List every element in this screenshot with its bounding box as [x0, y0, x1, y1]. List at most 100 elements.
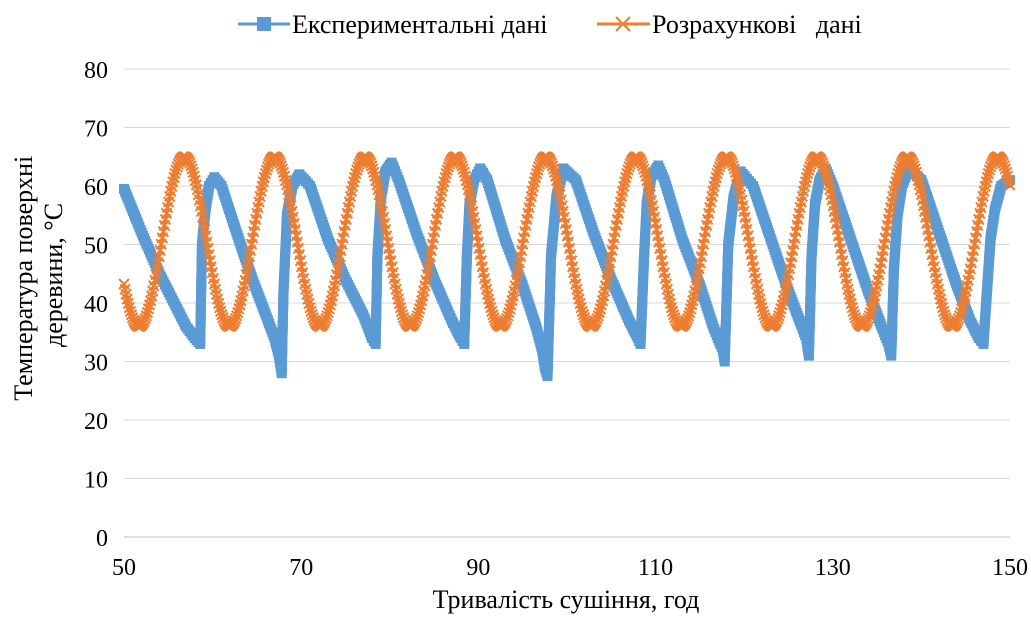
calculated-point [728, 163, 740, 175]
calculated-point [304, 301, 316, 314]
x-tick-labels: 50 70 90 110 130 150 [112, 555, 1028, 581]
calculated-point [457, 163, 469, 175]
y-tick-label: 20 [84, 409, 108, 435]
calculated-point [456, 160, 468, 172]
calculated-point [485, 301, 497, 314]
y-tick-label: 0 [96, 526, 108, 552]
calculated-point [504, 303, 516, 315]
calculated-point [594, 303, 607, 315]
calculated-point [938, 305, 950, 318]
calculated-point [801, 167, 814, 180]
calculated-point [123, 301, 136, 314]
legend-marker-experimental [257, 17, 271, 31]
calculated-point [591, 312, 603, 325]
x-tick-label: 90 [466, 555, 490, 581]
calculated-point [259, 167, 272, 180]
calculated-point [501, 312, 513, 325]
calculated-point [486, 305, 498, 318]
calculated-point [665, 301, 678, 314]
legend-label-calculated: Розрахункові дані [652, 10, 862, 39]
legend: Експериментальні дані Розрахункові дані [238, 10, 862, 39]
calculated-point [320, 312, 332, 325]
calculated-point [413, 303, 426, 315]
calculated-point [230, 310, 243, 322]
calculated-point [215, 305, 227, 318]
calculated-point [862, 312, 874, 325]
calculated-point [1001, 170, 1014, 182]
calculated-point [998, 160, 1011, 172]
calculated-point [727, 160, 739, 172]
y-tick-labels: 0 10 20 30 40 50 60 70 80 [84, 58, 108, 552]
calculated-point [1000, 166, 1013, 179]
calculated-point [909, 163, 921, 175]
calculated-point [440, 167, 452, 180]
calculated-point [773, 310, 785, 322]
calculated-point [821, 170, 833, 182]
calculated-point [188, 170, 200, 182]
x-tick-label: 70 [289, 555, 313, 581]
calculated-point [278, 170, 291, 182]
calculated-point [367, 163, 379, 175]
calculated-point [666, 305, 679, 318]
calculated-point [952, 312, 965, 325]
calculated-point [213, 301, 226, 314]
calculated-point [276, 163, 289, 175]
calculated-point [637, 160, 649, 172]
calculated-point [233, 303, 245, 315]
calculated-point [458, 166, 470, 179]
calculated-point [820, 166, 832, 179]
calculated-point [410, 312, 423, 325]
calculated-point [546, 160, 559, 172]
y-axis-title-line2: деревини, °С [39, 203, 68, 347]
x-tick-label: 130 [815, 555, 851, 581]
y-tick-label: 70 [84, 117, 108, 143]
calculated-point [999, 163, 1012, 175]
calculated-point [757, 305, 769, 318]
calculated-point [911, 170, 923, 182]
calculated-point [640, 170, 652, 182]
y-tick-label: 50 [84, 234, 108, 260]
calculated-point [323, 303, 335, 315]
calculated-point [908, 160, 920, 172]
calculated-point [1003, 179, 1016, 191]
calculated-point [910, 166, 922, 179]
calculated-point [638, 163, 650, 175]
y-tick-label: 10 [84, 468, 108, 494]
calculated-point [502, 310, 514, 322]
calculated-point [185, 160, 197, 172]
calculated-point [818, 163, 831, 175]
calculated-point [575, 301, 587, 314]
calculated-point [229, 312, 242, 325]
x-tick-label: 150 [992, 555, 1028, 581]
calculated-point [169, 167, 181, 180]
calculated-point [639, 166, 651, 179]
calculated-point [576, 305, 588, 318]
calculated-point [865, 303, 878, 315]
calculated-point [936, 301, 949, 314]
calculated-point [681, 312, 694, 325]
series-layer [118, 151, 1016, 382]
calculated-point [847, 305, 860, 318]
calculated-point [275, 160, 288, 172]
calculated-point [775, 303, 787, 315]
y-tick-label: 30 [84, 351, 108, 377]
y-axis-title: Температура поверхні деревини, °С [9, 149, 68, 400]
calculated-point [863, 310, 876, 322]
calculated-point [956, 303, 968, 315]
calculated-point [711, 167, 723, 180]
y-tick-label: 40 [84, 292, 108, 318]
calculated-point [368, 166, 380, 179]
calculated-point [142, 303, 155, 315]
calculated-point [953, 310, 966, 322]
calculated-point [350, 167, 362, 180]
legend-item-calculated: Розрахункові дані [597, 10, 862, 39]
calculated-point [395, 305, 408, 318]
series-calculated [118, 151, 1016, 333]
calculated-point [187, 166, 199, 179]
calculated-point [140, 310, 153, 322]
calculated-point [817, 160, 830, 172]
calculated-point [982, 167, 995, 180]
calculated-point [592, 310, 604, 322]
x-axis-title: Тривалість сушіння, год [433, 585, 700, 614]
